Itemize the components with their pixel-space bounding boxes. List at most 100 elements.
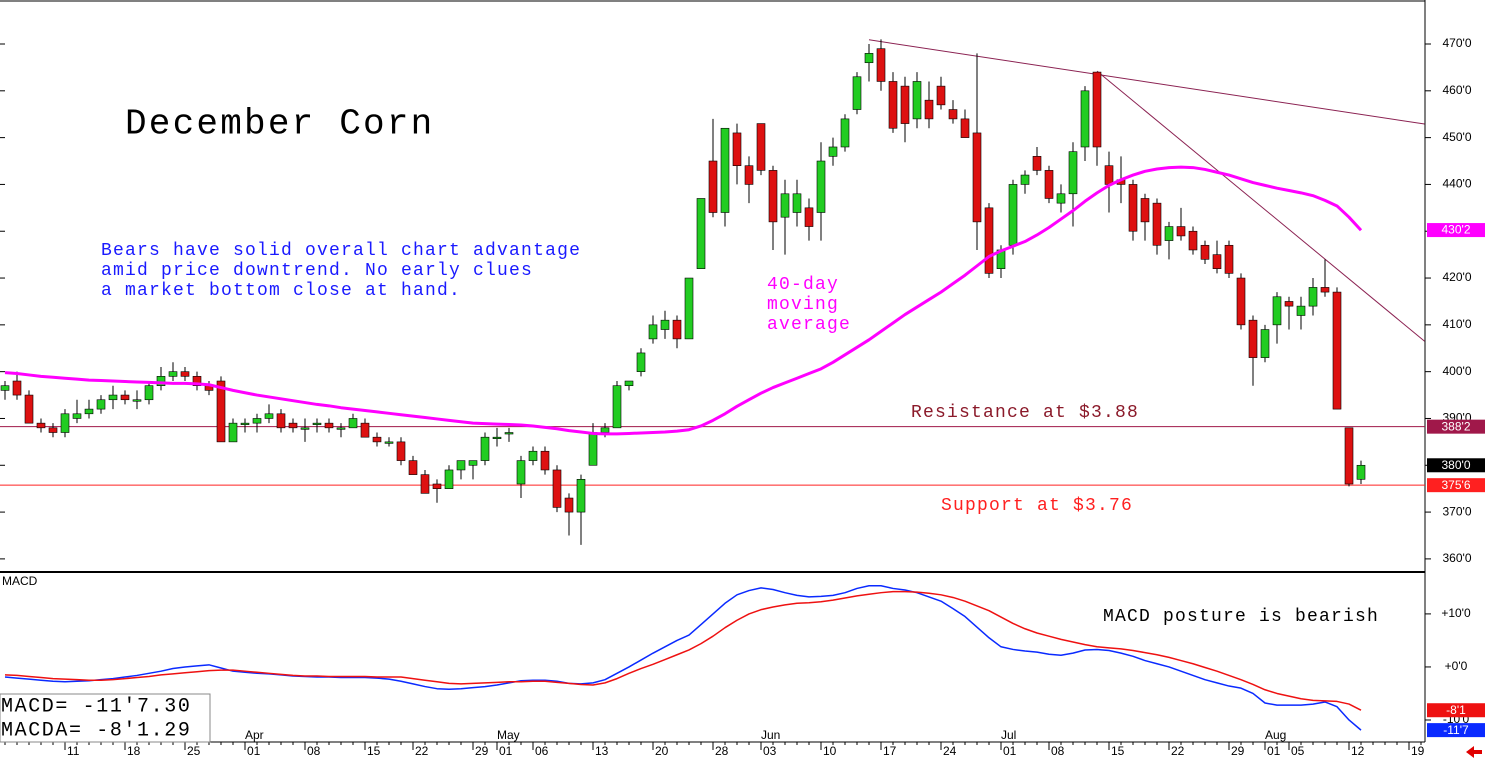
- candle-body: [192, 376, 202, 387]
- candle-body: [864, 53, 874, 64]
- candle-body: [1296, 305, 1306, 316]
- candle-body: [1332, 291, 1342, 410]
- price-tag-label: 380'0: [1442, 458, 1471, 472]
- x-tick-label: 29: [475, 744, 489, 758]
- trendline: [1096, 70, 1425, 342]
- price-tag-label: -11'7: [1443, 723, 1469, 737]
- x-tick-label: 15: [1111, 744, 1125, 758]
- macd-note: MACD posture is bearish: [1103, 607, 1379, 627]
- candle-body: [516, 460, 526, 485]
- candle-body: [1224, 244, 1234, 274]
- candle-body: [36, 422, 46, 429]
- chart-title: December Corn: [125, 104, 434, 145]
- candle-body: [240, 422, 250, 425]
- candle-body: [1344, 427, 1354, 485]
- scroll-arrow[interactable]: [1466, 746, 1482, 758]
- y-tick-label: 470'0: [1443, 36, 1472, 50]
- candle-body: [1212, 254, 1222, 269]
- annotation-line: 40-day: [767, 275, 839, 295]
- candle-body: [1020, 174, 1030, 185]
- candle-body: [264, 413, 274, 419]
- x-tick-label: 28: [715, 744, 729, 758]
- candle-body: [120, 394, 130, 401]
- candle-body: [444, 469, 454, 489]
- candle-body: [816, 160, 826, 213]
- candle-body: [660, 319, 670, 330]
- y-tick-label: 370'0: [1443, 504, 1472, 518]
- support-note: Support at $3.76: [941, 496, 1133, 516]
- trendline: [868, 39, 1425, 125]
- candle-body: [828, 146, 838, 157]
- candle-body: [12, 380, 22, 396]
- candle-body: [732, 132, 742, 167]
- candle-body: [1044, 170, 1054, 199]
- candle-body: [636, 352, 646, 372]
- candle-body: [948, 109, 958, 120]
- candle-body: [384, 441, 394, 444]
- candle-body: [72, 413, 82, 419]
- annotation-line: amid price downtrend. No early clues: [101, 261, 533, 281]
- candle-body: [1032, 156, 1042, 171]
- candle-body: [768, 170, 778, 223]
- readout-text: MACD= -11'7.30: [1, 695, 191, 718]
- candle-body: [648, 324, 658, 340]
- candle-body: [1188, 230, 1198, 251]
- candle-body: [888, 81, 898, 129]
- candle-body: [1164, 226, 1174, 241]
- y-tick-label: 400'0: [1443, 364, 1472, 378]
- candle-body: [1104, 165, 1114, 185]
- outlook-note: Bears have solid overall chart advantage…: [101, 241, 580, 301]
- candle-body: [300, 427, 310, 430]
- price-tag: [1427, 223, 1485, 238]
- candle-body: [900, 85, 910, 124]
- candle-body: [480, 436, 490, 461]
- macd-y-tick-label: +10'0: [1441, 606, 1471, 620]
- month-label: Apr: [245, 728, 264, 742]
- candle-body: [684, 277, 694, 340]
- candle-body: [24, 394, 34, 424]
- candle-body: [252, 418, 262, 424]
- x-tick-label: 11: [67, 744, 80, 758]
- annotation-line: moving: [767, 295, 839, 315]
- x-tick-label: 08: [1051, 744, 1065, 758]
- candle-body: [984, 207, 994, 274]
- candle-body: [624, 380, 634, 387]
- candle-body: [1092, 71, 1102, 148]
- resistance-note: Resistance at $3.88: [911, 403, 1139, 423]
- candle-body: [1128, 184, 1138, 232]
- candle-body: [972, 132, 982, 223]
- x-tick-label: 13: [595, 744, 609, 758]
- y-tick-label: 410'0: [1443, 317, 1472, 331]
- price-tag: [1427, 458, 1485, 473]
- candle-body: [48, 427, 58, 433]
- candle-body: [408, 460, 418, 475]
- x-tick-label: 19: [1411, 744, 1425, 758]
- candle-body: [1272, 296, 1282, 326]
- candle-body: [432, 483, 442, 489]
- candle-body: [312, 422, 322, 425]
- x-tick-label: 17: [883, 744, 897, 758]
- candle-body: [1284, 301, 1294, 307]
- x-tick-label: 15: [367, 744, 381, 758]
- macd-panel-title: MACD: [2, 574, 38, 588]
- candle-body: [1176, 226, 1186, 237]
- candle-body: [1356, 464, 1366, 480]
- candle-body: [132, 399, 142, 402]
- month-label: Jul: [1001, 728, 1016, 742]
- candle-body: [924, 99, 934, 120]
- x-tick-label: 03: [763, 744, 777, 758]
- candle-body: [456, 460, 466, 471]
- candle-body: [228, 422, 238, 443]
- price-tag: [1427, 703, 1485, 718]
- candle-body: [504, 432, 514, 435]
- candle-body: [600, 427, 610, 433]
- x-tick-label: 20: [655, 744, 669, 758]
- candle-body: [168, 371, 178, 377]
- candle-body: [1140, 198, 1150, 223]
- candle-body: [672, 319, 682, 340]
- candle-body: [336, 427, 346, 430]
- candle-body: [804, 207, 814, 227]
- candle-body: [1068, 151, 1078, 195]
